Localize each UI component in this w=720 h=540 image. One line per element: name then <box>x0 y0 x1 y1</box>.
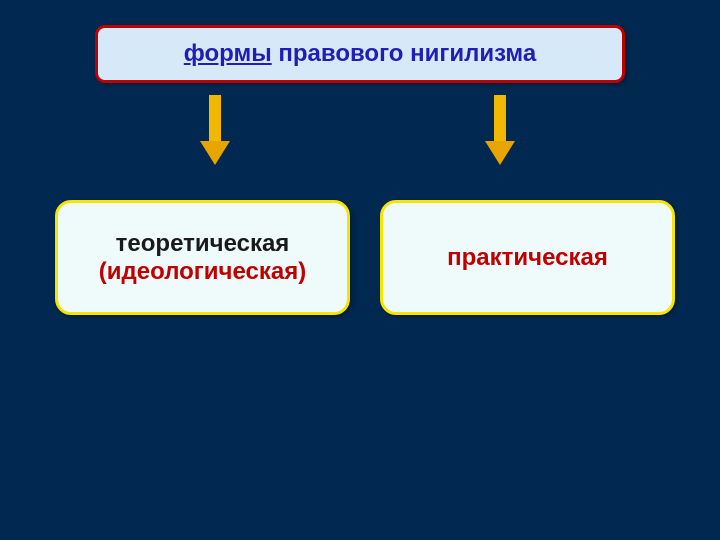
arrow-left <box>200 95 230 165</box>
left-box-line1: теоретическая <box>116 230 290 258</box>
left-box: теоретическая (идеологическая) <box>55 200 350 315</box>
title-box: формы правового нигилизма <box>95 25 625 83</box>
right-box-line1: практическая <box>447 244 608 272</box>
left-box-line2: (идеологическая) <box>99 258 306 286</box>
arrow-shaft-right <box>494 95 506 143</box>
title-text: формы правового нигилизма <box>184 40 536 68</box>
arrow-head-right <box>485 141 515 165</box>
title-underlined: формы <box>184 40 272 67</box>
title-rest: правового нигилизма <box>272 40 537 67</box>
arrow-shaft-left <box>209 95 221 143</box>
arrow-head-left <box>200 141 230 165</box>
arrow-right <box>485 95 515 165</box>
right-box: практическая <box>380 200 675 315</box>
